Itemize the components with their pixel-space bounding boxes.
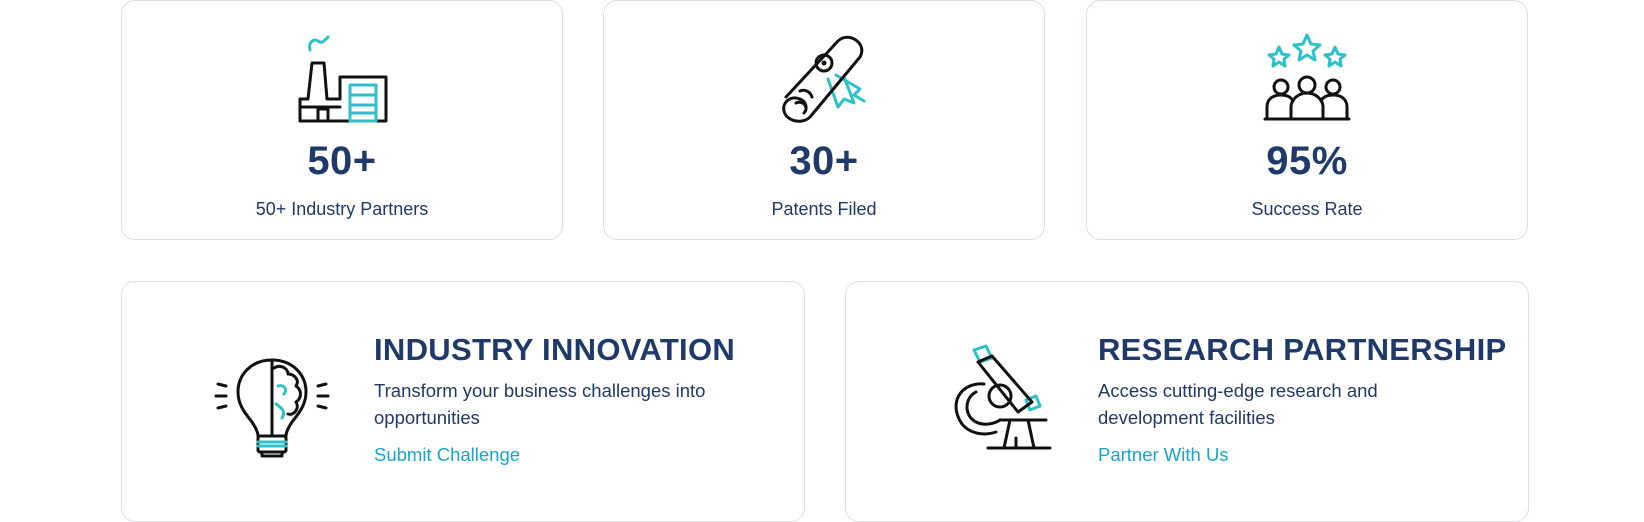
stat-value: 50+ xyxy=(307,139,377,183)
brain-lightbulb-icon xyxy=(214,358,330,458)
feature-title: INDUSTRY INNOVATION xyxy=(374,332,736,367)
team-stars-icon xyxy=(1263,33,1351,121)
feature-card-research-partnership: RESEARCH PARTNERSHIP Access cutting-edge… xyxy=(845,281,1529,522)
stat-card-industry-partners: 50+ 50+ Industry Partners xyxy=(121,0,563,240)
diploma-scroll-icon xyxy=(782,35,866,123)
feature-card-industry-innovation: INDUSTRY INNOVATION Transform your busin… xyxy=(121,281,805,522)
partner-with-us-link[interactable]: Partner With Us xyxy=(1098,444,1229,465)
stat-value: 30+ xyxy=(789,139,859,183)
microscope-icon xyxy=(954,344,1052,450)
stat-card-success-rate: 95% Success Rate xyxy=(1086,0,1528,240)
stat-card-patents: 30+ Patents Filed xyxy=(603,0,1045,240)
stat-label: Patents Filed xyxy=(771,199,877,219)
stat-label: Success Rate xyxy=(1251,199,1363,219)
feature-description: Transform your business challenges into … xyxy=(374,380,706,428)
submit-challenge-link[interactable]: Submit Challenge xyxy=(374,444,521,465)
stat-label: 50+ Industry Partners xyxy=(255,199,429,219)
feature-description: Access cutting-edge research and develop… xyxy=(1098,380,1378,428)
feature-title: RESEARCH PARTNERSHIP xyxy=(1098,332,1507,367)
factory-icon xyxy=(298,35,388,123)
stat-value: 95% xyxy=(1266,139,1348,183)
